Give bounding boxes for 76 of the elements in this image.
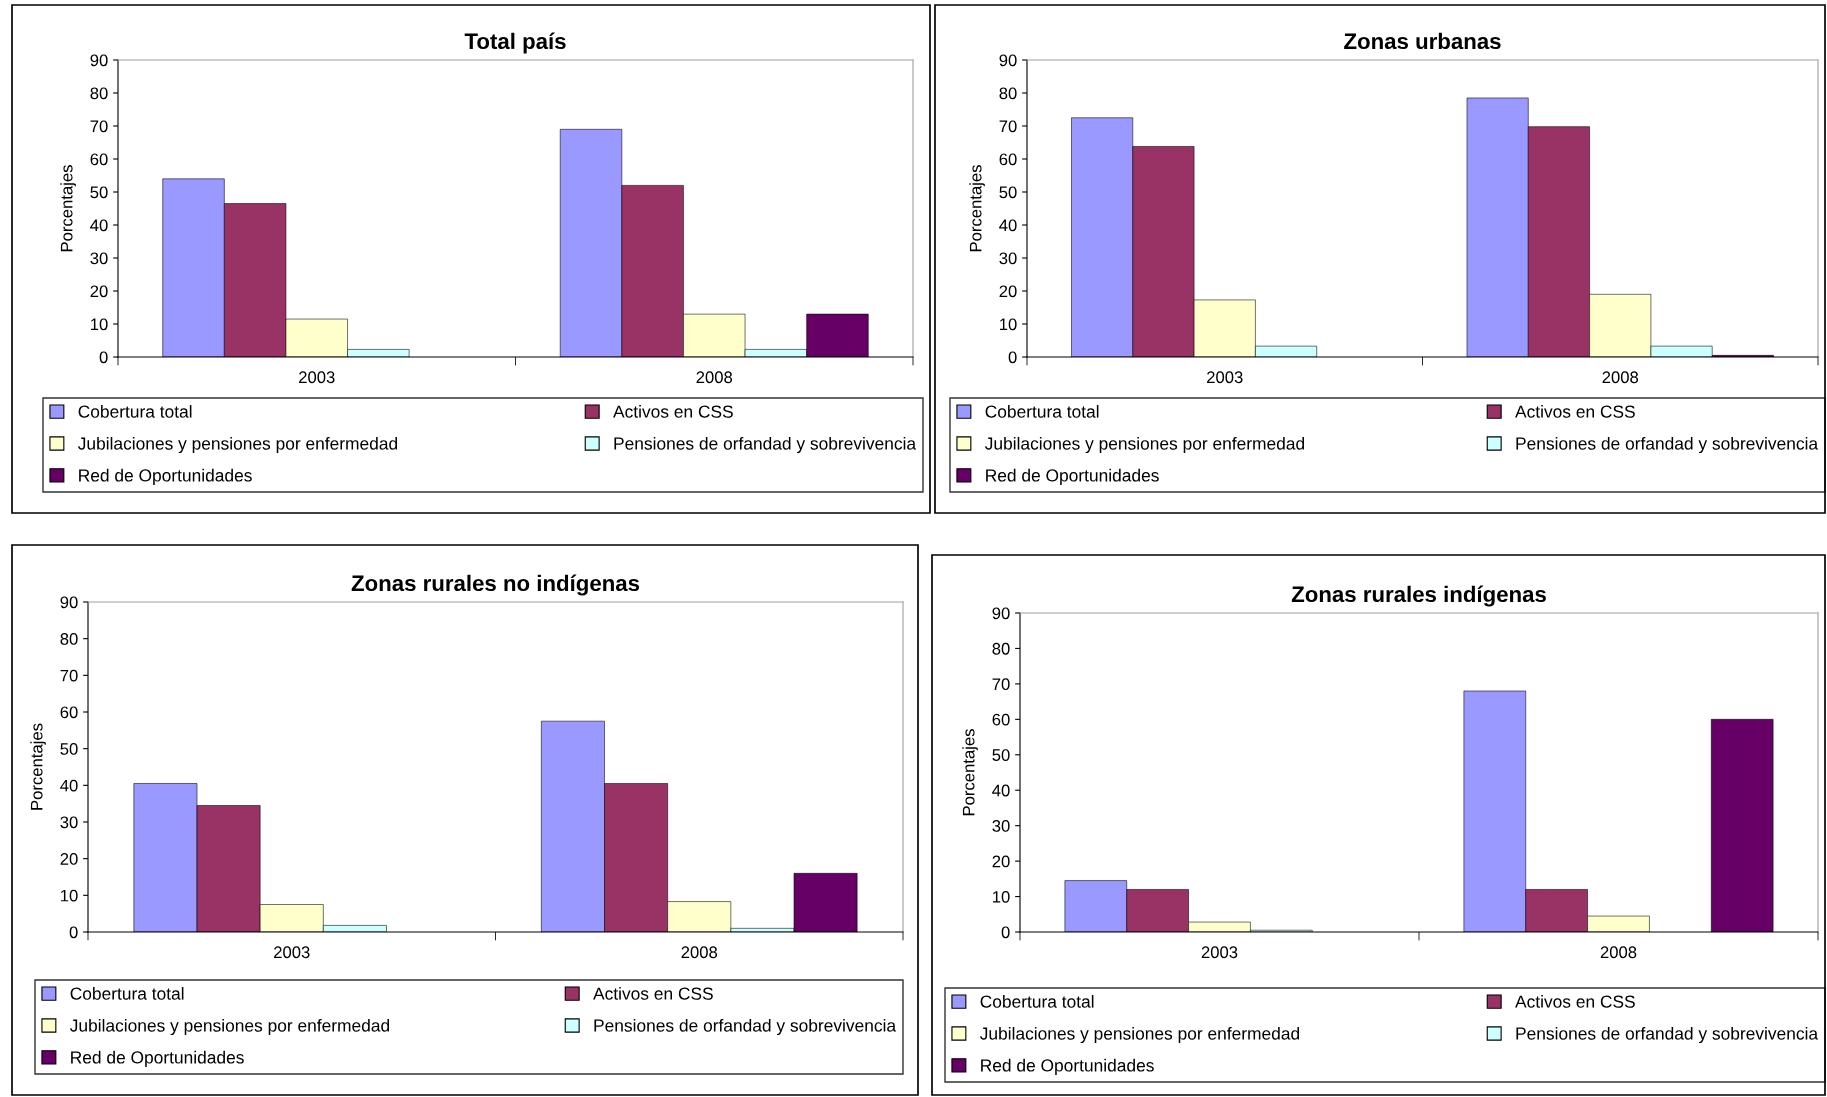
y-tick-label: 10	[61, 889, 78, 902]
legend-label: Pensiones de orfandad y sobrevivencia	[614, 436, 917, 454]
legend-label: Jubilaciones y pensiones por enfermedad	[979, 1026, 1300, 1044]
y-tick-label: 10	[993, 890, 1010, 903]
y-tick-label: 0	[99, 351, 108, 364]
y-tick-label: 0	[1008, 351, 1017, 364]
legend-label: Red de Oportunidades	[79, 468, 252, 486]
y-tick-label: 0	[1001, 926, 1010, 939]
y-tick-label: 20	[60, 853, 78, 865]
y-tick-label: 80	[999, 87, 1017, 100]
y-tick-label: 50	[999, 186, 1017, 199]
legend-label: Activos en CSS	[1515, 405, 1635, 418]
chart-title: Total país	[464, 32, 566, 54]
legend-label: Red de Oportunidades	[986, 468, 1159, 486]
y-tick-label: 40	[992, 784, 1010, 797]
legend-label: Cobertura total	[70, 987, 184, 1000]
y-tick-label: 20	[90, 285, 108, 298]
y-tick-label: 70	[992, 678, 1010, 691]
legend-label: Activos en CSS	[593, 987, 713, 1000]
legend-label: Activos en CSS	[1515, 995, 1635, 1008]
legend-label: Red de Oportunidades	[981, 1058, 1154, 1076]
legend-label: Jubilaciones y pensiones por enfermedad	[984, 436, 1305, 454]
legend-label: Cobertura total	[985, 405, 1099, 418]
legend-label: Cobertura total	[980, 995, 1094, 1008]
chart-title: Zonas urbanas	[1344, 32, 1501, 50]
y-axis-title: Porcentajes	[962, 729, 978, 816]
y-tick-label: 80	[60, 633, 78, 645]
y-tick-label: 80	[992, 642, 1010, 655]
y-tick-label: 30	[90, 252, 108, 265]
legend-label: Red de Oportunidades	[71, 1050, 244, 1068]
legend-label: Pensiones de orfandad y sobrevivencia	[1516, 436, 1819, 454]
y-tick-label: 30	[999, 252, 1017, 265]
y-tick-label: 60	[90, 153, 108, 166]
x-tick-label: 2003	[274, 946, 310, 959]
y-axis-title: Porcentajes	[60, 165, 76, 252]
y-tick-label: 60	[999, 153, 1017, 166]
legend-label: Pensiones de orfandad y sobrevivencia	[1516, 1026, 1819, 1044]
y-tick-label: 10	[91, 318, 108, 331]
x-tick-label: 2003	[1207, 371, 1243, 384]
x-tick-label: 2003	[1201, 946, 1238, 959]
legend-label: Jubilaciones y pensiones por enfermedad	[69, 1018, 390, 1036]
y-tick-label: 90	[60, 596, 78, 609]
x-tick-label: 2008	[1602, 371, 1639, 384]
legend-label: Pensiones de orfandad y sobrevivencia	[594, 1018, 897, 1036]
chart-title: Zonas rurales indígenas	[1291, 585, 1546, 607]
legend-label: Cobertura total	[78, 405, 192, 418]
y-tick-label: 70	[999, 120, 1017, 133]
y-axis-title: Porcentajes	[30, 723, 46, 810]
y-tick-label: 50	[90, 186, 108, 199]
y-tick-label: 80	[90, 87, 108, 100]
legend-label: Activos en CSS	[613, 405, 733, 418]
legend-label: Jubilaciones y pensiones por enfermedad	[77, 436, 398, 454]
y-tick-label: 50	[992, 749, 1010, 761]
y-tick-label: 90	[992, 607, 1010, 620]
y-tick-label: 90	[999, 54, 1017, 67]
x-tick-label: 2008	[1600, 946, 1637, 959]
y-tick-label: 0	[69, 926, 78, 939]
x-tick-label: 2008	[696, 371, 733, 384]
x-tick-label: 2003	[299, 371, 335, 384]
y-tick-label: 50	[60, 743, 78, 755]
y-tick-label: 30	[992, 820, 1010, 832]
y-tick-label: 20	[992, 855, 1010, 868]
y-tick-label: 60	[60, 706, 78, 719]
y-tick-label: 70	[90, 120, 108, 133]
y-tick-label: 40	[60, 779, 78, 792]
y-axis-title: Porcentajes	[969, 165, 985, 252]
y-tick-label: 90	[90, 54, 108, 67]
y-tick-label: 10	[1000, 318, 1017, 331]
y-tick-label: 40	[999, 219, 1017, 232]
y-tick-label: 60	[992, 713, 1010, 726]
y-tick-label: 40	[90, 219, 108, 232]
y-tick-label: 20	[999, 285, 1017, 298]
y-tick-label: 30	[60, 816, 78, 829]
x-tick-label: 2008	[681, 946, 718, 959]
chart-title: Zonas rurales no indígenas	[351, 574, 640, 596]
y-tick-label: 70	[60, 669, 78, 682]
